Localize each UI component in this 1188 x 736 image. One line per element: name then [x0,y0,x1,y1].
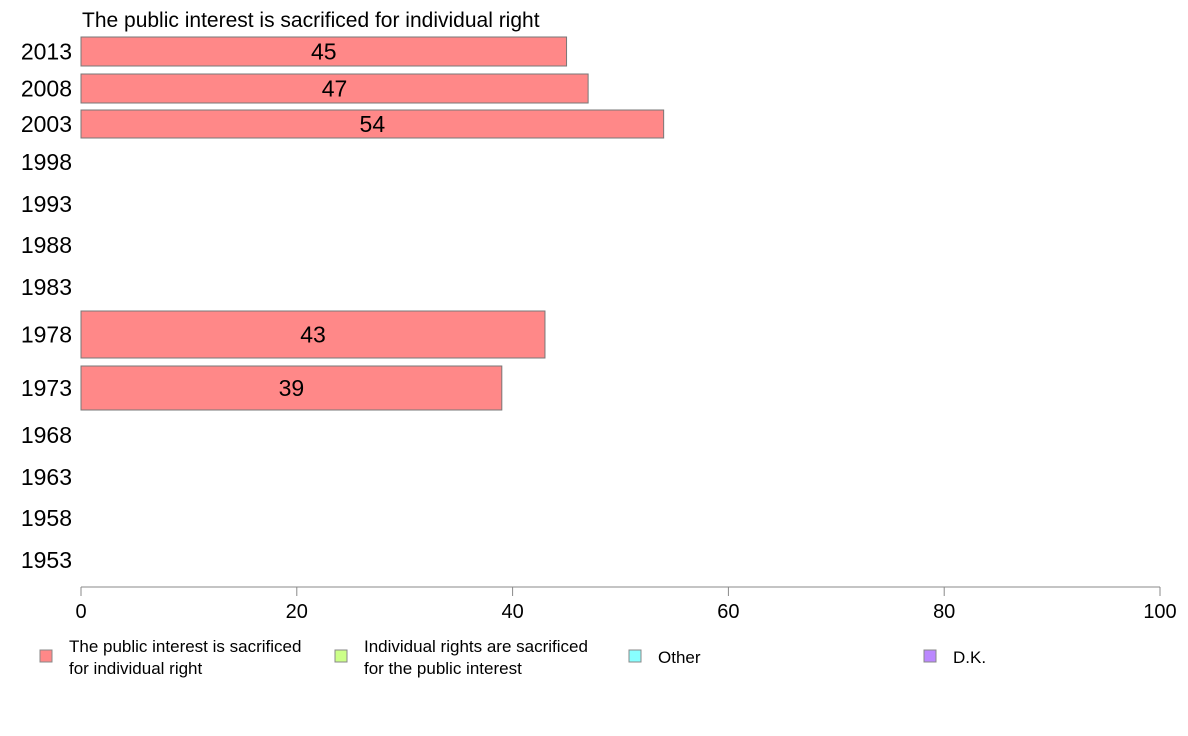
legend-label: for individual right [69,659,203,678]
y-tick-label: 1983 [21,274,72,300]
legend: The public interest is sacrificed for ind… [39,637,986,678]
y-axis: 2013 2008 2003 1998 1993 1988 1983 1978 1973 1968… [21,39,72,574]
legend-swatch [334,649,348,663]
legend-label: for the public interest [364,659,522,678]
bar-value-label: 47 [322,76,348,102]
bar-value-label: 45 [311,39,337,65]
legend-label: D.K. [953,648,986,667]
y-tick-label: 2008 [21,76,72,102]
bar [80,310,546,359]
y-tick-label: 1973 [21,375,72,401]
y-tick-label: 1988 [21,232,72,258]
x-axis: 0 20 40 60 80 100 [75,586,1177,623]
y-tick-label: 1963 [21,464,72,490]
x-tick-label: 20 [286,601,308,623]
y-tick-label: 2013 [21,39,72,65]
y-tick-label: 2003 [21,111,72,137]
bar-value-label: 39 [279,375,305,401]
legend-label: The public interest is sacrificed [69,637,301,656]
y-tick-label: 1978 [21,322,72,348]
y-tick-label: 1953 [21,547,72,573]
bar-value-label: 43 [300,322,326,348]
bar [80,36,568,67]
legend-label: Other [658,648,701,667]
legend-swatch [39,649,53,663]
x-tick-label: 80 [933,601,955,623]
chart-title: The public interest is sacrificed for in… [82,9,540,32]
x-tick-label: 100 [1143,601,1176,623]
x-tick-label: 0 [75,601,86,623]
x-tick-label: 60 [717,601,739,623]
x-tick-label: 40 [501,601,523,623]
y-tick-label: 1968 [21,422,72,448]
y-tick-label: 1958 [21,505,72,531]
legend-swatch [628,649,642,663]
bar [80,109,665,139]
y-tick-label: 1998 [21,149,72,175]
legend-swatch [923,649,937,663]
bar [80,365,503,411]
legend-label: Individual rights are sacrificed [364,637,588,656]
bar [80,73,589,104]
bars: 45 47 54 43 39 [80,36,665,411]
y-tick-label: 1993 [21,191,72,217]
bar-value-label: 54 [360,111,386,137]
